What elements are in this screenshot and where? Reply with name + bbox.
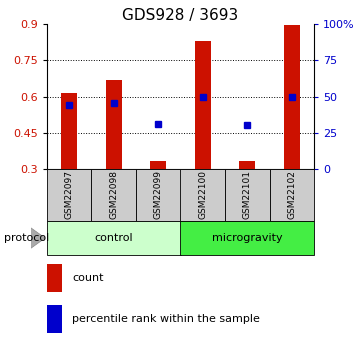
Bar: [180, 169, 225, 221]
Bar: [225, 169, 270, 221]
Text: microgravity: microgravity: [212, 233, 283, 243]
Bar: [47, 305, 62, 333]
Text: protocol: protocol: [4, 233, 49, 243]
Bar: [47, 169, 91, 221]
Text: GSM22100: GSM22100: [198, 170, 207, 219]
Bar: [61, 93, 77, 169]
Text: GSM22102: GSM22102: [287, 170, 296, 219]
Bar: [47, 264, 62, 292]
Text: GSM22101: GSM22101: [243, 170, 252, 219]
Bar: [151, 160, 166, 169]
Bar: [180, 221, 314, 255]
Text: GSM22098: GSM22098: [109, 170, 118, 219]
Bar: [284, 25, 300, 169]
Text: count: count: [72, 273, 104, 283]
Bar: [47, 221, 180, 255]
Title: GDS928 / 3693: GDS928 / 3693: [122, 8, 239, 23]
Bar: [106, 80, 122, 169]
Text: percentile rank within the sample: percentile rank within the sample: [72, 314, 260, 324]
Text: GSM22099: GSM22099: [154, 170, 163, 219]
Bar: [91, 169, 136, 221]
Bar: [239, 160, 255, 169]
Text: control: control: [95, 233, 133, 243]
Bar: [136, 169, 180, 221]
Text: GSM22097: GSM22097: [65, 170, 74, 219]
Polygon shape: [31, 228, 45, 248]
Bar: [270, 169, 314, 221]
Bar: [195, 41, 210, 169]
